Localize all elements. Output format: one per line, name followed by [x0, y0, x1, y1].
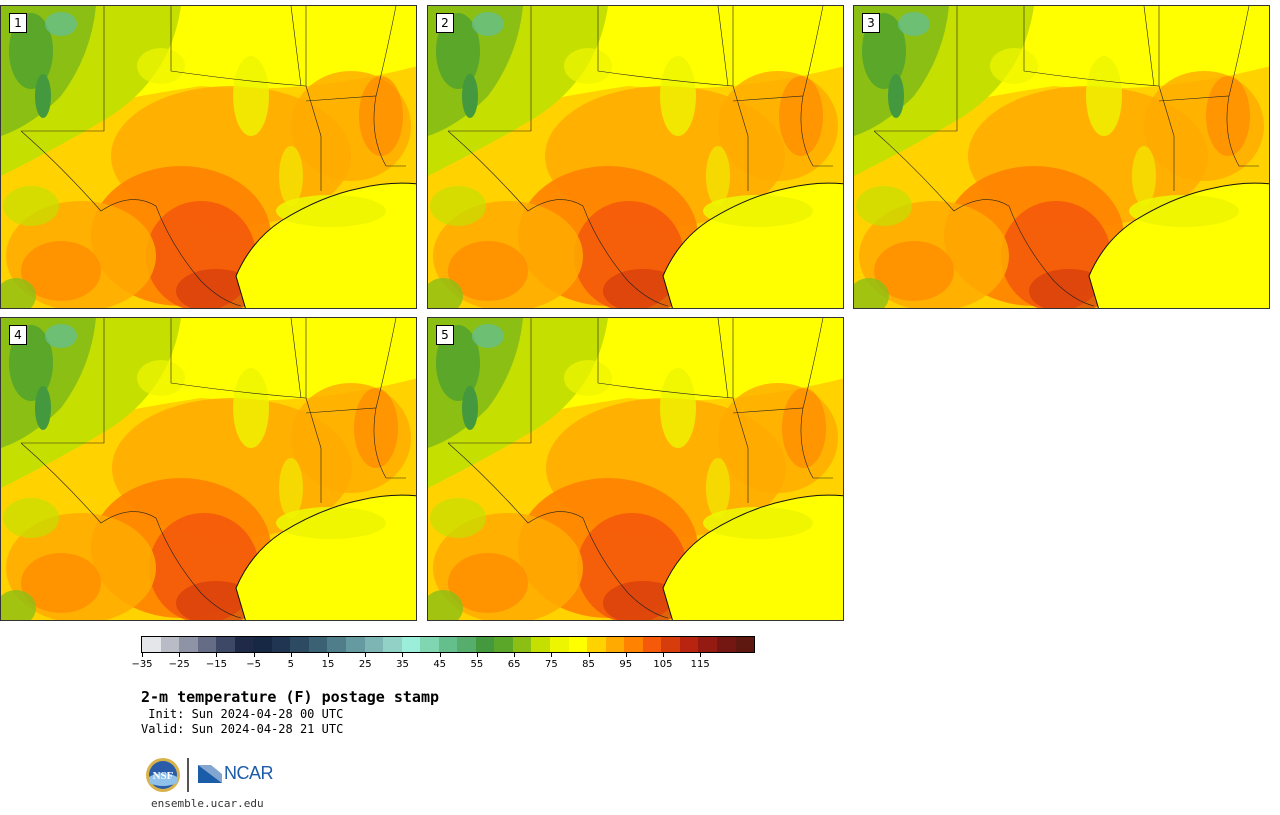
colorbar-segment	[679, 637, 699, 652]
colorbar-tick-mark	[476, 653, 478, 657]
temperature-map-3	[854, 6, 1269, 308]
colorbar-tick-label: −5	[246, 659, 261, 670]
colorbar-segment	[494, 637, 513, 652]
colorbar-segment	[234, 637, 254, 652]
ncar-logo-icon	[198, 765, 222, 783]
colorbar-segment	[605, 637, 625, 652]
colorbar-tick-label: −35	[131, 659, 153, 670]
colorbar-segment	[197, 637, 217, 652]
colorbar-segment	[160, 637, 180, 652]
init-time: Init: Sun 2024-04-28 00 UTC	[141, 707, 344, 721]
colorbar-tick-mark	[700, 653, 702, 657]
colorbar-segment	[716, 637, 736, 652]
colorbar-segment	[327, 637, 347, 652]
ncar-logo-text: NCAR	[224, 762, 274, 783]
colorbar-segment	[179, 637, 198, 652]
colorbar-segment	[512, 637, 532, 652]
nsf-logo-icon: NSF	[146, 758, 180, 792]
map-panel-5: 5	[427, 317, 844, 621]
colorbar-tick-label: 85	[582, 659, 595, 670]
colorbar-tick-label: 95	[619, 659, 633, 670]
map-panel-2: 2	[427, 5, 844, 309]
colorbar-segment	[216, 637, 235, 652]
colorbar-segment	[568, 637, 588, 652]
panel-number-label: 3	[862, 13, 880, 33]
website-text: ensemble.ucar.edu	[151, 797, 264, 810]
colorbar-segment	[642, 637, 662, 652]
colorbar-tick-label: 65	[507, 659, 521, 670]
colorbar-segment	[142, 637, 161, 652]
colorbar-tick-label: 35	[396, 659, 409, 670]
colorbar-segment	[271, 637, 291, 652]
colorbar-tick-label: 55	[470, 659, 484, 670]
map-panel-1: 1	[0, 5, 417, 309]
map-panel-3: 3	[853, 5, 1270, 309]
colorbar-tick-mark	[365, 653, 367, 657]
colorbar-segment	[457, 637, 476, 652]
colorbar-tick-mark	[662, 653, 664, 657]
colorbar-segment	[253, 637, 272, 652]
colorbar-tick-mark	[290, 653, 292, 657]
colorbar-tick-mark	[179, 653, 181, 657]
temperature-map-4	[1, 318, 416, 620]
colorbar-tick-mark	[551, 653, 553, 657]
chart-title: 2-m temperature (F) postage stamp	[141, 688, 440, 706]
colorbar-segment	[698, 637, 717, 652]
logo-divider	[187, 758, 189, 792]
map-panel-4: 4	[0, 317, 417, 621]
temperature-map-2	[428, 6, 843, 308]
svg-text:NSF: NSF	[153, 770, 174, 782]
colorbar-tick-mark	[625, 653, 627, 657]
panel-number-label: 4	[9, 325, 27, 345]
temperature-colorbar	[141, 636, 755, 653]
colorbar-tick-mark	[328, 653, 330, 657]
colorbar-segment	[624, 637, 643, 652]
colorbar-tick-label: 75	[544, 659, 558, 670]
colorbar-tick-label: 115	[690, 659, 710, 670]
colorbar-segment	[438, 637, 458, 652]
colorbar-tick-label: −15	[205, 659, 227, 670]
colorbar-tick-mark	[439, 653, 441, 657]
colorbar-segment	[346, 637, 365, 652]
ncar-logo: NCAR	[197, 762, 274, 784]
colorbar-tick-label: 15	[321, 659, 335, 670]
colorbar-tick-label: 25	[358, 659, 372, 670]
colorbar-segment	[401, 637, 421, 652]
colorbar-tick-mark	[216, 653, 218, 657]
colorbar-tick-mark	[588, 653, 590, 657]
colorbar-tick-label: 105	[653, 659, 673, 670]
colorbar-tick-label: 45	[433, 659, 447, 670]
colorbar-tick-mark	[253, 653, 255, 657]
panel-number-label: 2	[436, 13, 454, 33]
colorbar-segment	[290, 637, 309, 652]
colorbar-segment	[531, 637, 551, 652]
colorbar-segment	[587, 637, 606, 652]
colorbar-tick-label: 5	[287, 659, 295, 670]
colorbar-segment	[550, 637, 569, 652]
colorbar-segment	[661, 637, 680, 652]
colorbar-segment	[475, 637, 495, 652]
colorbar-ticks: −35 −25 −15 −5 5 15 25 35 45 55 65 75 85 95 105 115	[131, 653, 755, 673]
colorbar-tick-label: −25	[168, 659, 190, 670]
valid-time: Valid: Sun 2024-04-28 21 UTC	[141, 722, 344, 736]
colorbar-segment	[364, 637, 384, 652]
colorbar-segment	[735, 637, 755, 652]
temperature-map-5	[428, 318, 843, 620]
colorbar-segment	[420, 637, 439, 652]
colorbar-tick-mark	[402, 653, 404, 657]
panel-number-label: 1	[9, 13, 27, 33]
colorbar-tick-mark	[142, 653, 143, 657]
panel-number-label: 5	[436, 325, 454, 345]
colorbar-segment	[383, 637, 402, 652]
colorbar-segment	[308, 637, 328, 652]
temperature-map-1	[1, 6, 416, 308]
colorbar-tick-mark	[514, 653, 516, 657]
